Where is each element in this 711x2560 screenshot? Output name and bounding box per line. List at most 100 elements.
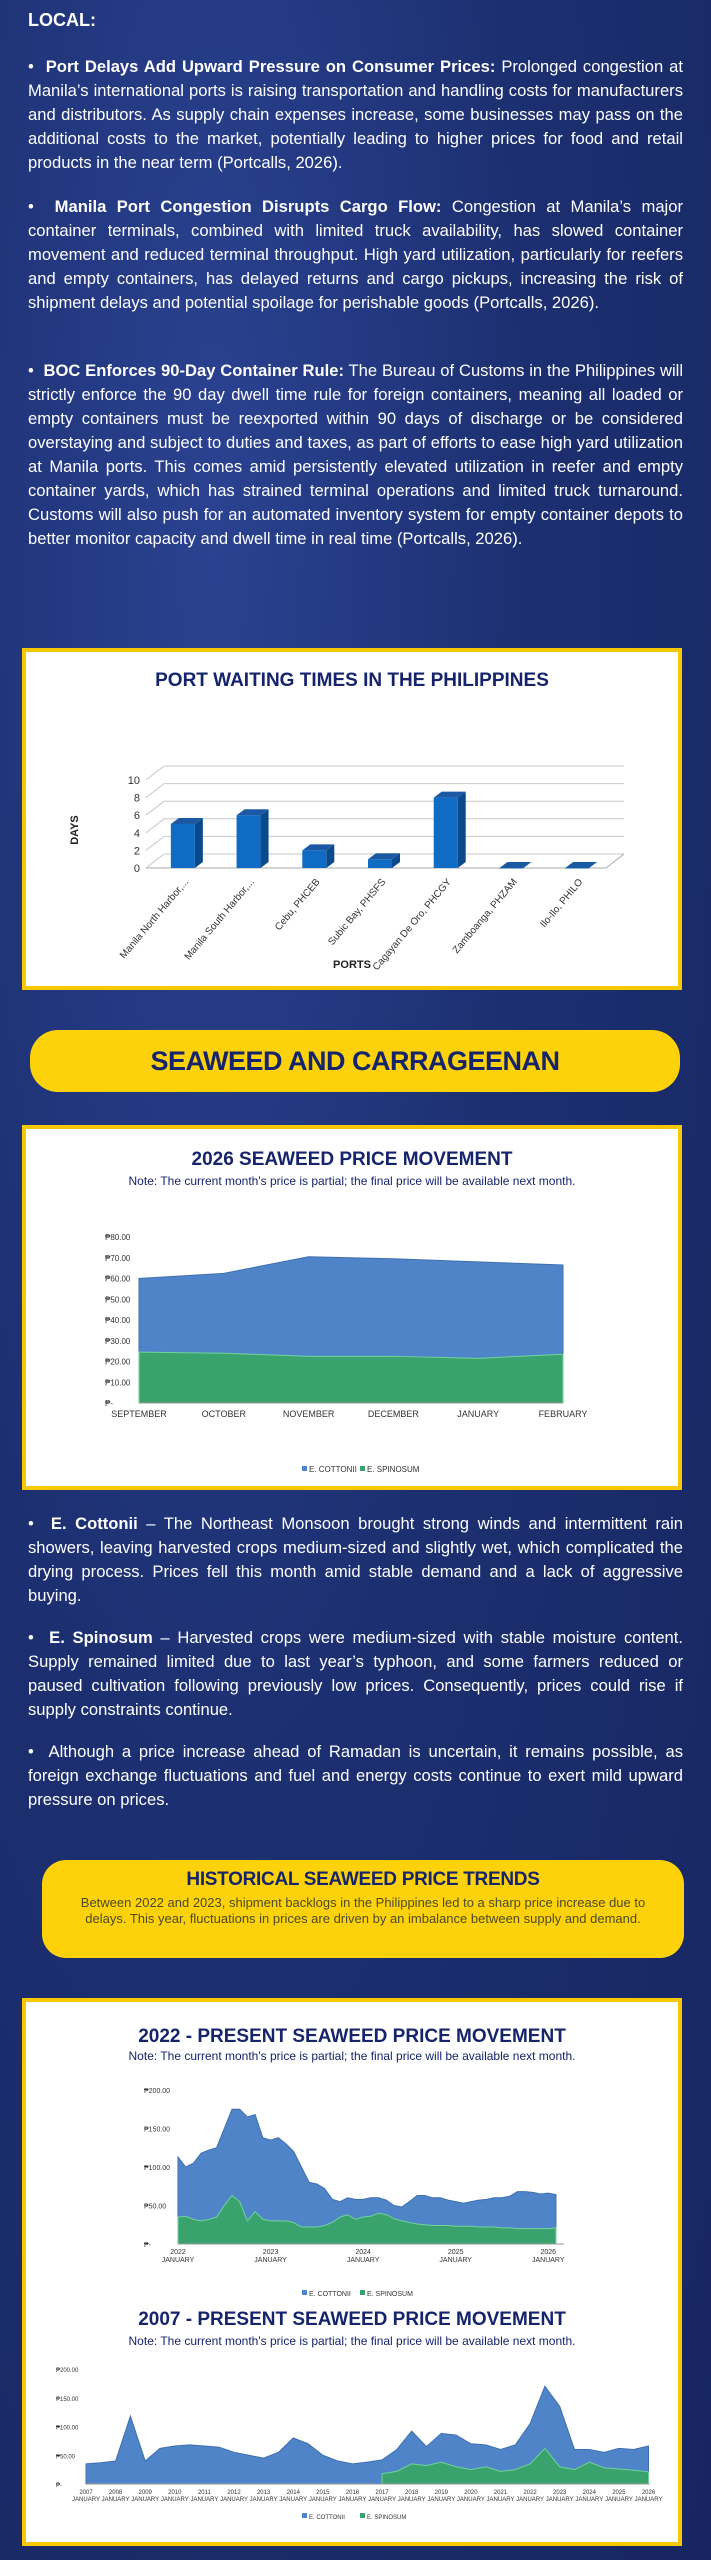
x-tick-label: FEBRUARY	[539, 1409, 588, 1419]
x-tick-label: Cagayan De Oro, PHCGY	[371, 877, 454, 973]
x-tick-year: 2008	[109, 2490, 123, 2496]
y-tick-label: ₱40.00	[105, 1316, 131, 1325]
y-tick-label: ₱30.00	[105, 1337, 131, 1346]
legend-label: E. COTTONII	[309, 1465, 357, 1474]
bar	[565, 868, 590, 869]
local-heading: LOCAL:	[28, 10, 96, 30]
area-e-cottonii	[85, 2385, 650, 2485]
seaweed-2026-area-chart: 2026 SEAWEED PRICE MOVEMENT Note: The cu…	[105, 1149, 588, 1474]
bar-side	[457, 791, 466, 868]
x-tick-year: 2016	[346, 2490, 360, 2496]
x-tick-year: 2013	[257, 2490, 271, 2496]
news-body: Congestion at Manila’s major container t…	[28, 197, 684, 312]
x-tick-year: 2010	[168, 2490, 182, 2496]
seaweed-body: – The Northeast Monsoon brought strong w…	[28, 1514, 684, 1605]
x-tick-year: 2025	[448, 2249, 464, 2256]
y-tick-label: ₱150.00	[56, 2397, 79, 2403]
x-tick-month: JANUARY	[279, 2497, 307, 2503]
legend-swatch	[360, 2290, 365, 2295]
news-title: Port Delays Add Upward Pressure on Consu…	[45, 57, 496, 76]
y-tick-label: ₱-	[144, 2242, 152, 2249]
x-tick-month: JANUARY	[339, 2497, 367, 2503]
seaweed-body: – Harvested crops were medium-sized with…	[28, 1628, 684, 1719]
port-waiting-chart-card: PORT WAITING TIMES IN THE PHILIPPINES DA…	[22, 648, 682, 990]
x-tick-month: JANUARY	[575, 2497, 603, 2503]
x-tick-year: 2009	[139, 2490, 153, 2496]
x-tick-year: 2007	[79, 2490, 93, 2496]
area-e-spinosum	[138, 1351, 564, 1404]
news-item-boc-rule: • BOC Enforces 90-Day Container Rule: Th…	[28, 361, 684, 548]
x-tick-month: JANUARY	[635, 2497, 663, 2503]
historical-trends-box: HISTORICAL SEAWEED PRICE TRENDS Between …	[42, 1860, 684, 1958]
x-tick-year: 2026	[642, 2490, 656, 2496]
port-waiting-bar-chart: PORT WAITING TIMES IN THE PHILIPPINES DA…	[69, 670, 625, 973]
bar-top	[565, 862, 598, 868]
historical-body: Between 2022 and 2023, shipment backlogs…	[80, 1895, 646, 1926]
chart-title: 2022 - PRESENT SEAWEED PRICE MOVEMENT	[138, 2026, 566, 2047]
seaweed-body: Although a price increase ahead of Ramad…	[28, 1742, 683, 1809]
legend-label: E. COTTONII	[309, 2515, 345, 2521]
y-tick-label: ₱200.00	[56, 2368, 79, 2374]
seaweed-section-banner: SEAWEED AND CARRAGEENAN	[30, 1030, 680, 1092]
x-tick-month: JANUARY	[72, 2497, 100, 2503]
seaweed-item-spinosum: • E. Spinosum – Harvested crops were med…	[28, 1628, 684, 1719]
bar-side	[392, 853, 400, 868]
x-tick-label: OCTOBER	[202, 1409, 247, 1419]
legend-swatch	[302, 2290, 307, 2295]
x-tick-month: JANUARY	[161, 2497, 189, 2503]
x-tick-label: SEPTEMBER	[111, 1409, 167, 1419]
news-item-port-delays: • Port Delays Add Upward Pressure on Con…	[28, 57, 683, 172]
x-tick-month: JANUARY	[487, 2497, 515, 2503]
seaweed-item-ramadan: • Although a price increase ahead of Ram…	[28, 1742, 683, 1809]
x-tick-month: JANUARY	[220, 2497, 248, 2503]
x-tick-year: 2017	[375, 2490, 389, 2496]
x-tick-year: 2024	[583, 2490, 597, 2496]
x-tick-month: JANUARY	[398, 2497, 426, 2503]
legend-swatch	[302, 1466, 307, 1471]
x-tick-label: Ilo-Ilo, PHILO	[538, 877, 585, 930]
x-tick-year: 2023	[263, 2249, 279, 2256]
gridline-depth	[145, 800, 165, 816]
legend-label: E. SPINOSUM	[367, 2515, 406, 2521]
chart-note: Note: The current month's price is parti…	[129, 1174, 576, 1188]
seaweed-historical-chart-card: 2022 - PRESENT SEAWEED PRICE MOVEMENT No…	[22, 1998, 682, 2546]
x-tick-month: JANUARY	[368, 2497, 396, 2503]
x-axis-label: PORTS	[333, 959, 371, 971]
x-tick-month: JANUARY	[102, 2497, 130, 2503]
y-tick-label: ₱-	[105, 1399, 113, 1408]
legend-label: E. COTTONII	[309, 2291, 351, 2298]
bar-top	[302, 844, 335, 851]
x-tick-month: JANUARY	[605, 2497, 633, 2503]
x-tick-year: 2015	[316, 2490, 330, 2496]
news-body: Prolonged congestion at Manila’s interna…	[28, 57, 683, 172]
legend-label: E. SPINOSUM	[367, 2291, 413, 2298]
news-body: The Bureau of Customs in the Philippines…	[28, 361, 684, 548]
legend-swatch	[360, 1466, 365, 1471]
x-tick-year: 2021	[494, 2490, 508, 2496]
y-tick-label: 4	[134, 828, 140, 840]
x-tick-year: 2018	[405, 2490, 419, 2496]
x-tick-month: JANUARY	[131, 2497, 159, 2503]
bar	[302, 850, 327, 868]
x-tick-month: JANUARY	[532, 2257, 565, 2264]
y-tick-label: ₱60.00	[105, 1275, 131, 1284]
x-tick-label: Manila North Harbor,...	[118, 877, 191, 961]
legend-swatch	[360, 2513, 365, 2518]
bar-side	[194, 818, 203, 868]
gridline-depth	[145, 783, 165, 798]
seaweed-item-cottonii: • E. Cottonii – The Northeast Monsoon br…	[28, 1514, 684, 1605]
y-tick-label: ₱100.00	[56, 2426, 79, 2432]
y-tick-label: ₱150.00	[144, 2127, 170, 2134]
x-tick-year: 2022	[170, 2249, 186, 2256]
x-tick-label: Cebu, PHCEB	[273, 877, 323, 933]
gridline-depth	[145, 818, 165, 834]
y-tick-label: ₱80.00	[105, 1233, 131, 1242]
x-tick-month: JANUARY	[254, 2257, 287, 2264]
historical-title: HISTORICAL SEAWEED PRICE TRENDS	[186, 1869, 540, 1890]
chart-title: PORT WAITING TIMES IN THE PHILIPPINES	[155, 670, 549, 691]
chart-title: 2007 - PRESENT SEAWEED PRICE MOVEMENT	[138, 2309, 566, 2330]
y-tick-label: ₱70.00	[105, 1254, 131, 1263]
x-tick-month: JANUARY	[457, 2497, 485, 2503]
x-tick-year: 2012	[227, 2490, 241, 2496]
bar-top	[368, 853, 400, 860]
